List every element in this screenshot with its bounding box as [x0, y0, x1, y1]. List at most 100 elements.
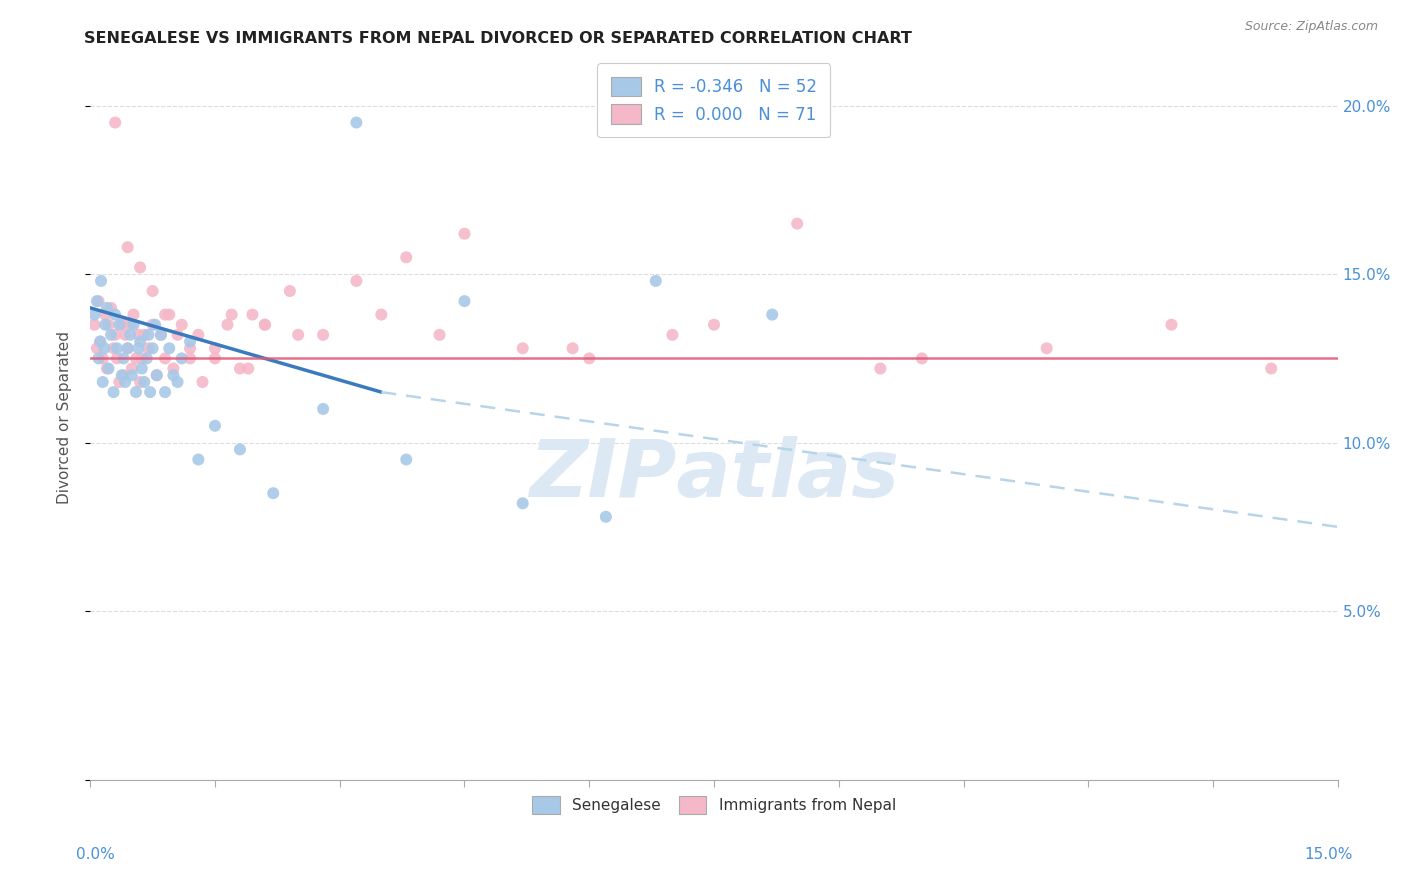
Text: Source: ZipAtlas.com: Source: ZipAtlas.com	[1244, 20, 1378, 33]
Point	[105, 341, 128, 355]
Point	[142, 318, 165, 332]
Point	[131, 361, 153, 376]
Y-axis label: Divorced or Separated: Divorced or Separated	[58, 331, 72, 504]
Point	[187, 452, 209, 467]
Point	[134, 327, 156, 342]
Point	[142, 341, 165, 355]
Point	[312, 327, 335, 342]
Point	[143, 318, 166, 332]
Point	[179, 341, 201, 355]
Point	[221, 308, 243, 322]
Point	[125, 351, 148, 366]
Point	[162, 368, 184, 383]
Point	[97, 318, 120, 332]
Point	[108, 375, 131, 389]
Point	[87, 351, 110, 366]
Point	[83, 318, 105, 332]
Point	[344, 115, 367, 129]
Point	[146, 368, 169, 383]
Point	[87, 294, 110, 309]
Point	[94, 318, 117, 332]
Point	[117, 240, 139, 254]
Point	[96, 301, 118, 315]
Point	[138, 327, 160, 342]
Point	[122, 308, 145, 322]
Point	[204, 351, 226, 366]
Point	[170, 318, 193, 332]
Point	[129, 375, 152, 389]
Point	[121, 361, 143, 376]
Point	[142, 284, 165, 298]
Point	[153, 308, 176, 322]
Point	[242, 308, 264, 322]
Point	[170, 351, 193, 366]
Point	[229, 442, 252, 457]
Point	[127, 341, 149, 355]
Point	[703, 318, 725, 332]
Point	[120, 327, 142, 342]
Point	[595, 509, 617, 524]
Point	[661, 327, 683, 342]
Point	[134, 375, 156, 389]
Point	[139, 385, 162, 400]
Point	[162, 361, 184, 376]
Point	[91, 351, 114, 366]
Point	[121, 368, 143, 383]
Point	[89, 334, 111, 349]
Point	[127, 327, 149, 342]
Point	[262, 486, 284, 500]
Point	[287, 327, 309, 342]
Point	[512, 341, 534, 355]
Point	[512, 496, 534, 510]
Point	[278, 284, 301, 298]
Point	[238, 361, 260, 376]
Point	[129, 334, 152, 349]
Point	[112, 351, 135, 366]
Point	[96, 361, 118, 376]
Point	[112, 368, 135, 383]
Point	[344, 274, 367, 288]
Point	[157, 341, 180, 355]
Point	[104, 327, 127, 342]
Point	[114, 375, 136, 389]
Point	[97, 361, 120, 376]
Point	[117, 341, 139, 355]
Point	[786, 217, 808, 231]
Point	[86, 294, 108, 309]
Point	[312, 401, 335, 416]
Point	[100, 301, 122, 315]
Point	[253, 318, 276, 332]
Point	[89, 334, 111, 349]
Point	[91, 375, 114, 389]
Point	[453, 294, 475, 309]
Point	[395, 250, 418, 264]
Point	[114, 327, 136, 342]
Point	[204, 341, 226, 355]
Text: 0.0%: 0.0%	[76, 847, 115, 862]
Point	[149, 327, 172, 342]
Point	[83, 308, 105, 322]
Point	[453, 227, 475, 241]
Point	[131, 351, 153, 366]
Point	[104, 115, 127, 129]
Point	[104, 308, 127, 322]
Point	[153, 351, 176, 366]
Point	[94, 308, 117, 322]
Point	[166, 327, 188, 342]
Point	[578, 351, 600, 366]
Point	[157, 308, 180, 322]
Text: SENEGALESE VS IMMIGRANTS FROM NEPAL DIVORCED OR SEPARATED CORRELATION CHART: SENEGALESE VS IMMIGRANTS FROM NEPAL DIVO…	[84, 31, 912, 46]
Point	[103, 341, 125, 355]
Point	[122, 318, 145, 332]
Text: ZIP​atlas: ZIP​atlas	[529, 436, 898, 515]
Point	[120, 318, 142, 332]
Legend: Senegalese, Immigrants from Nepal: Senegalese, Immigrants from Nepal	[520, 784, 908, 826]
Point	[561, 341, 583, 355]
Point	[217, 318, 239, 332]
Point	[149, 327, 172, 342]
Point	[135, 351, 157, 366]
Point	[100, 327, 122, 342]
Text: 15.0%: 15.0%	[1305, 847, 1353, 862]
Point	[125, 385, 148, 400]
Point	[187, 327, 209, 342]
